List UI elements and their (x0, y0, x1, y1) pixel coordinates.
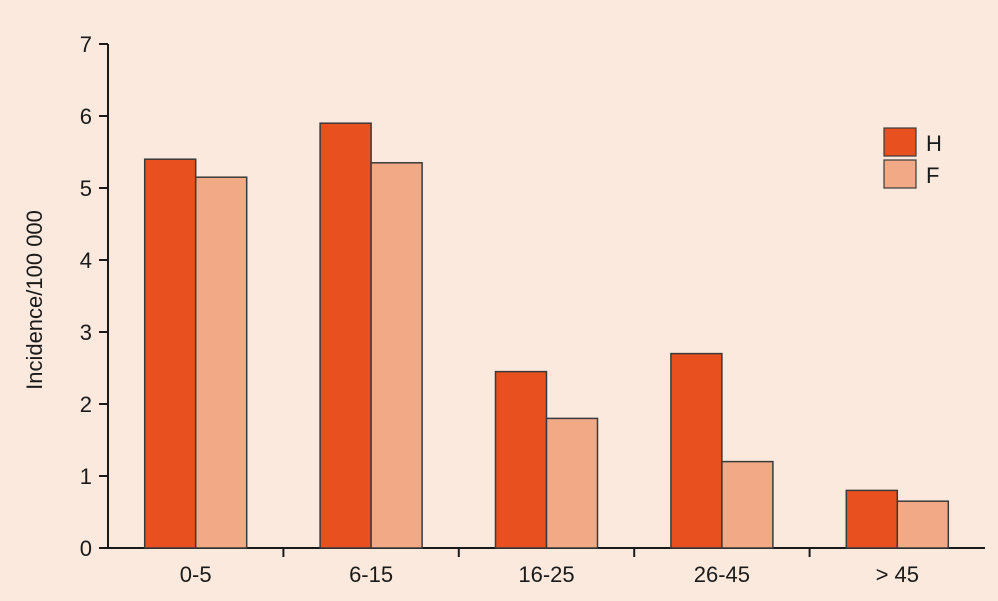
legend: HF (883, 127, 942, 189)
y-tick-label: 6 (80, 104, 92, 129)
x-tick-label: 26-45 (694, 562, 750, 587)
bar-f-1 (370, 162, 423, 549)
x-tick-label: 0-5 (180, 562, 212, 587)
y-tick-label: 1 (80, 464, 92, 489)
y-tick-label: 5 (80, 176, 92, 201)
bars (143, 122, 950, 549)
bar-h-1 (319, 122, 372, 549)
bar-f-3 (721, 460, 774, 549)
y-axis-label: Incidence/100 000 (22, 210, 47, 390)
x-tick-label: > 45 (876, 562, 919, 587)
bar-f-0 (194, 176, 248, 549)
y-axis: 0 1 2 3 4 5 6 7 (80, 32, 109, 561)
legend-label-h: H (926, 131, 942, 156)
y-tick-label: 2 (80, 392, 92, 417)
bar-f-4 (896, 500, 950, 549)
bar-h-0 (143, 158, 197, 549)
legend-swatch-f (883, 159, 917, 189)
bar-h-2 (494, 370, 548, 549)
x-tick-label: 6-15 (349, 562, 393, 587)
y-tick-label: 7 (80, 32, 92, 57)
y-tick-label: 3 (80, 320, 92, 345)
y-tick-label: 0 (80, 536, 92, 561)
y-tick-label: 4 (80, 248, 92, 273)
bar-h-3 (670, 352, 723, 549)
legend-swatch-h (883, 127, 917, 157)
bar-h-4 (845, 489, 899, 549)
x-tick-label: 16-25 (518, 562, 574, 587)
legend-label-f: F (926, 163, 939, 188)
bar-f-2 (545, 417, 599, 549)
